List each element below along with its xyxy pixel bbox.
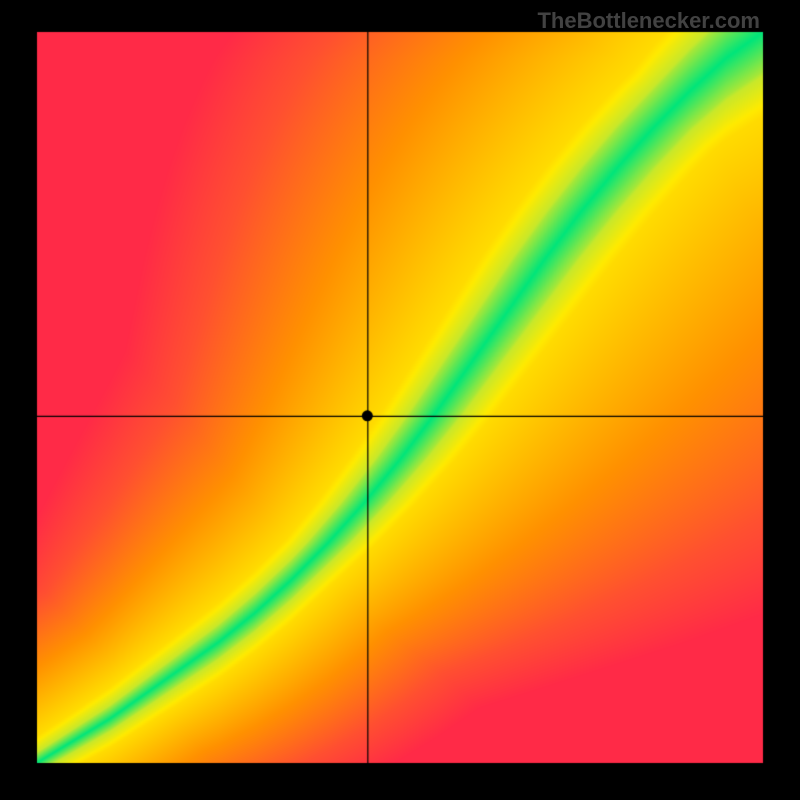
watermark-text: TheBottlenecker.com bbox=[537, 8, 760, 34]
chart-container: TheBottlenecker.com bbox=[0, 0, 800, 800]
bottleneck-heatmap bbox=[0, 0, 800, 800]
